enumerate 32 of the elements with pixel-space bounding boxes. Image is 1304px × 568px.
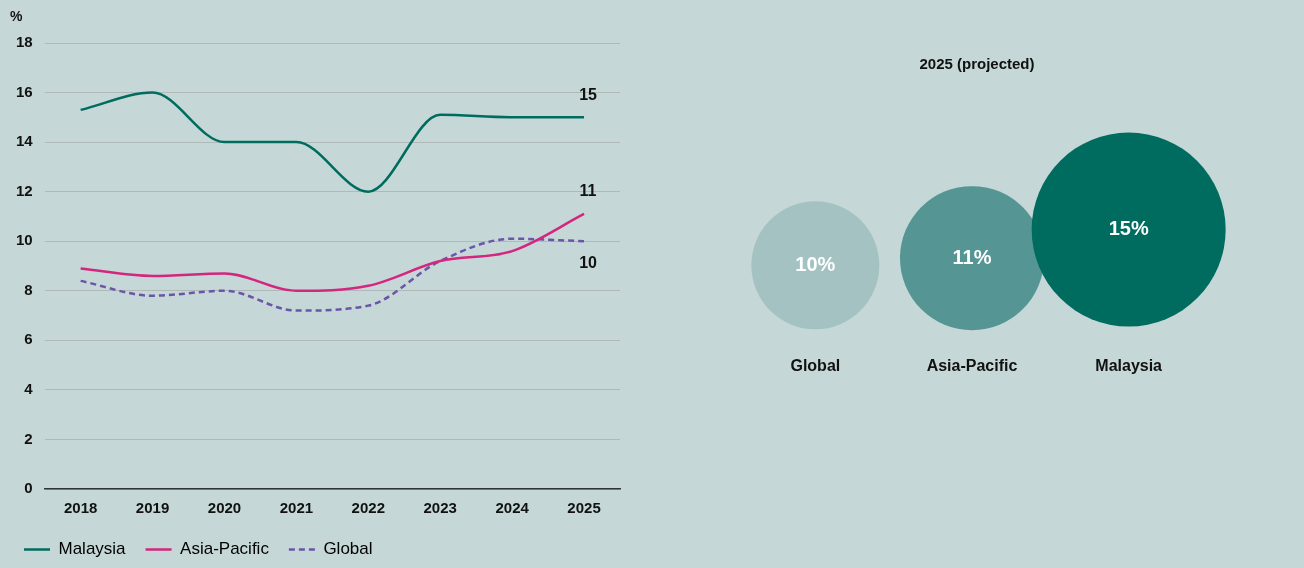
legend-label: Global <box>323 539 373 559</box>
y-tick-label: 2 <box>24 429 33 447</box>
data-label: 10 <box>579 253 598 271</box>
y-tick-label: 14 <box>16 132 34 150</box>
data-label: 10% <box>795 252 836 275</box>
data-label: 15% <box>1108 217 1149 240</box>
x-tick-label: 2024 <box>495 499 530 517</box>
x-tick-label: Asia-Pacific <box>926 356 1018 374</box>
x-tick-label: Malaysia <box>1095 356 1163 374</box>
y-tick-label: 10 <box>16 231 33 249</box>
y-tick-label: 12 <box>16 181 33 199</box>
x-tick-label: 2020 <box>207 499 242 517</box>
x-tick-label: 2019 <box>135 499 170 517</box>
y-tick-label: 8 <box>24 280 33 298</box>
y-tick-label: 16 <box>16 82 33 100</box>
legend-label: Asia-Pacific <box>180 539 270 559</box>
x-tick-label: Global <box>790 356 841 374</box>
x-tick-label: 2022 <box>351 499 385 517</box>
x-tick-label: 2018 <box>63 499 98 517</box>
y-tick-label: 4 <box>24 380 34 398</box>
y-tick-label: 18 <box>16 33 33 51</box>
y-tick-label: 6 <box>24 330 33 348</box>
y-axis-title: % <box>10 7 23 24</box>
y-tick-label: 0 <box>24 479 33 497</box>
data-label: 15 <box>579 85 598 103</box>
chart-title: 2025 (projected) <box>919 55 1035 73</box>
data-label: 11 <box>579 182 597 200</box>
x-tick-label: 2021 <box>279 499 314 517</box>
data-label: 11% <box>952 245 992 268</box>
x-tick-label: 2023 <box>423 499 457 517</box>
legend-label: Malaysia <box>58 539 127 559</box>
x-tick-label: 2025 <box>567 499 601 517</box>
